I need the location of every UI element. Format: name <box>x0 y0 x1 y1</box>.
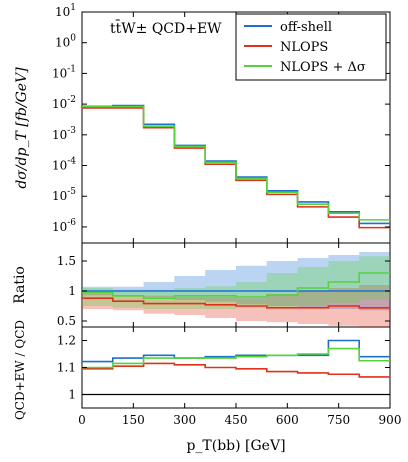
main-ytick-label: 10-6 <box>52 218 76 234</box>
ratio-series-nlops <box>82 297 390 309</box>
ratio-series-nlops_dsigma <box>82 272 390 299</box>
main-ytick-label: 10-2 <box>52 95 76 111</box>
series-lines <box>82 104 390 396</box>
main-ylabel: dσ/dp_T [fb/GeV] <box>14 67 30 189</box>
x-axis-label: p_T(bb) [GeV] <box>186 438 285 454</box>
main-ytick-label: 100 <box>55 34 76 50</box>
main-ytick-label: 10-4 <box>52 157 76 173</box>
main-ytick-label: 10-1 <box>52 64 76 80</box>
ratio-band-offshell <box>82 252 390 311</box>
xtick-label: 300 <box>173 413 196 427</box>
kfactor-ytick-label: 1.2 <box>57 334 76 348</box>
kfactor-ytick-label: 1.1 <box>57 361 76 375</box>
uncertainty-bands <box>82 252 390 327</box>
main-ytick-label: 10-3 <box>52 126 76 142</box>
kfactor-series-nlops <box>82 362 390 378</box>
legend-label-nlops-dsigma: NLOPS + Δσ <box>280 60 366 75</box>
legend: off-shell NLOPS NLOPS + Δσ <box>235 13 387 81</box>
main-ytick-label: 10-5 <box>52 187 76 203</box>
process-annotation: tt̄W± QCD+EW <box>110 19 222 37</box>
legend-label-offshell: off-shell <box>280 20 332 35</box>
xtick-label: 900 <box>379 413 402 427</box>
xtick-label: 0 <box>78 413 86 427</box>
ratio-ytick-label: 1 <box>68 284 76 298</box>
kfactor-ytick-label: 1 <box>68 388 76 402</box>
xtick-label: 450 <box>225 413 248 427</box>
ratio-ylabel: Ratio <box>12 266 28 304</box>
xtick-label: 750 <box>327 413 350 427</box>
main-series-nlops <box>82 107 390 229</box>
ratio-ytick-label: 0.5 <box>57 314 76 328</box>
ratio-ytick-label: 1.5 <box>57 254 76 268</box>
xtick-label: 600 <box>276 413 299 427</box>
axis-ticks: 101 100 10-1 10-2 10-3 10-4 10-5 10-6 0.5 1 1.5 1 1.… <box>52 3 402 427</box>
kfactor-series-nlops_dsigma <box>82 347 390 369</box>
kfactor-ylabel: QCD+EW / QCD <box>13 320 27 420</box>
xtick-label: 150 <box>122 413 145 427</box>
ratio-band-nlops_dsigma <box>82 256 390 309</box>
legend-label-nlops: NLOPS <box>280 40 328 55</box>
main-series-nlops_dsigma <box>82 105 390 221</box>
kfactor-series-offshell <box>82 339 390 363</box>
main-ytick-label: 101 <box>55 3 76 19</box>
